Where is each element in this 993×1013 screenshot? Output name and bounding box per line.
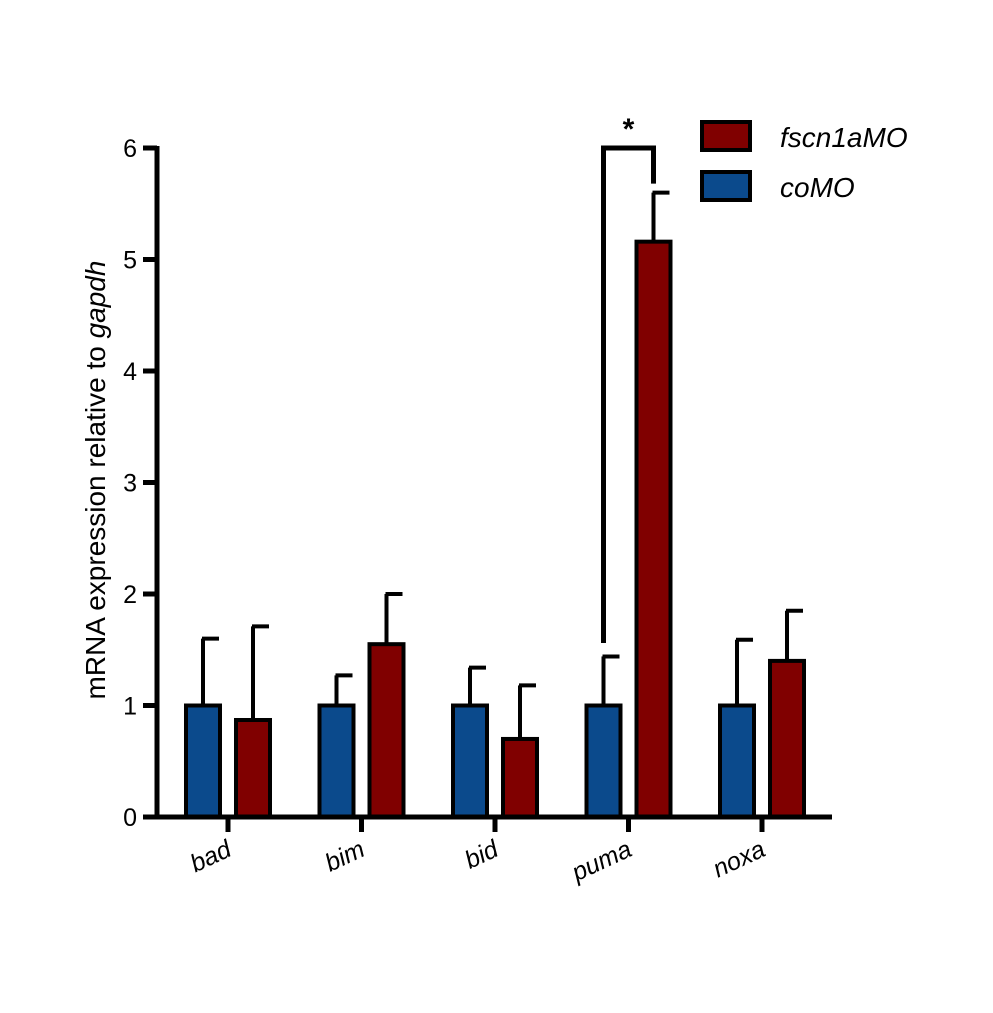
x-tick-label-bad: bad (186, 835, 237, 878)
y-axis-title: mRNA expression relative to gapdh (80, 261, 111, 700)
bar-como-bim (317, 703, 356, 819)
y-tick-label-0: 0 (123, 804, 137, 832)
plot-area: * 0 1 2 3 4 5 6 bad bim bid puma noxa fscn1aMO coMO (123, 113, 908, 887)
bar-como-bad (184, 703, 222, 819)
legend-label-como: coMO (780, 172, 855, 203)
y-tick-label-1: 1 (123, 693, 137, 721)
x-tick-label-bid: bid (460, 835, 503, 875)
x-tick-label-bim: bim (321, 835, 369, 877)
svg-text:mRNA expression relative to ga: mRNA expression relative to gapdh (80, 261, 111, 700)
y-tick-label-4: 4 (123, 358, 137, 386)
bar-fscn1amo-puma (634, 239, 673, 820)
y-tick-label-2: 2 (123, 581, 137, 609)
legend-label-fscn1amo: fscn1aMO (780, 122, 908, 153)
bar-como-bid (451, 703, 489, 819)
legend-swatch-fscn1amo (700, 120, 752, 152)
x-tick-label-puma: puma (567, 835, 637, 887)
x-tick-label-noxa: noxa (709, 835, 770, 883)
y-tick-label-3: 3 (123, 470, 137, 498)
y-axis-title-gene: gapdh (80, 261, 111, 339)
y-tick-label-5: 5 (123, 247, 137, 275)
legend-swatch-como (700, 170, 752, 202)
bar-fscn1amo-bad (234, 717, 272, 819)
bar-como-puma (584, 703, 623, 819)
significance-marker: * (623, 113, 635, 146)
bar-fscn1amo-noxa (768, 658, 806, 820)
bar-fscn1amo-bid (501, 736, 539, 820)
bar-fscn1amo-bim (367, 642, 406, 819)
bar-como-noxa (718, 703, 756, 819)
significance-bracket (601, 145, 656, 644)
y-tick-label-6: 6 (123, 135, 137, 163)
y-axis-title-prefix: mRNA expression relative to (80, 338, 111, 699)
